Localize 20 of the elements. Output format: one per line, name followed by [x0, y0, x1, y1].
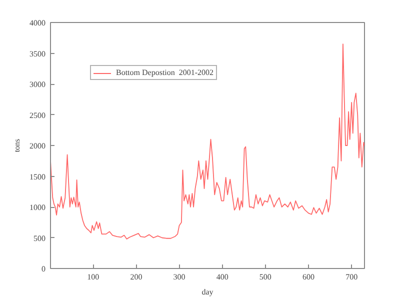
- y-tick-label: 4000: [30, 18, 46, 28]
- y-tick-label: 2500: [30, 110, 46, 120]
- x-tick-label: 700: [346, 272, 358, 282]
- legend-label: Bottom Depostion 2001-2002: [116, 68, 214, 77]
- y-tick-label: 3500: [30, 49, 46, 58]
- x-axis-title: day: [202, 288, 214, 296]
- x-tick-label: 300: [173, 272, 186, 282]
- y-tick-label: 0: [42, 264, 46, 274]
- x-tick-label: 600: [302, 272, 315, 282]
- y-tick-label: 3000: [30, 80, 46, 89]
- y-tick-label: 2000: [30, 142, 46, 150]
- x-tick-label: 200: [130, 272, 142, 282]
- y-axis-title: tons: [12, 138, 22, 152]
- y-tick-label: 1500: [30, 172, 46, 182]
- x-tick-label: 500: [259, 272, 272, 282]
- y-tick-label: 500: [34, 234, 46, 243]
- x-tick-label: 400: [216, 272, 228, 282]
- y-tick-label: 1000: [30, 203, 46, 212]
- line-series: [50, 44, 364, 240]
- x-tick-label: 100: [87, 272, 100, 282]
